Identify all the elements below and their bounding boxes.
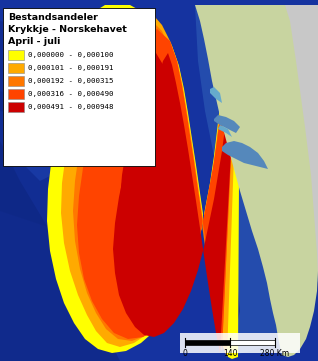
Polygon shape xyxy=(20,146,60,181)
Polygon shape xyxy=(218,125,232,137)
Text: 280 Km: 280 Km xyxy=(260,349,290,358)
Polygon shape xyxy=(113,53,236,353)
Text: 140: 140 xyxy=(223,349,237,358)
Polygon shape xyxy=(120,47,175,299)
Bar xyxy=(8,102,24,112)
Bar xyxy=(3,8,155,166)
Polygon shape xyxy=(222,141,268,169)
Bar xyxy=(8,76,24,86)
Text: 0,000491 - 0,000948: 0,000491 - 0,000948 xyxy=(28,104,114,110)
Bar xyxy=(8,89,24,99)
Text: Bestandsandeler: Bestandsandeler xyxy=(8,13,98,22)
Text: 0,000101 - 0,000191: 0,000101 - 0,000191 xyxy=(28,65,114,71)
Polygon shape xyxy=(214,115,240,133)
Polygon shape xyxy=(47,5,240,359)
Polygon shape xyxy=(195,5,318,356)
Bar xyxy=(8,63,24,73)
Bar xyxy=(8,50,24,60)
Bar xyxy=(180,333,300,353)
Polygon shape xyxy=(10,63,50,96)
Text: 0: 0 xyxy=(183,349,187,358)
Bar xyxy=(185,340,230,345)
Text: 0,000000 - 0,000100: 0,000000 - 0,000100 xyxy=(28,52,114,58)
Polygon shape xyxy=(77,23,237,351)
Polygon shape xyxy=(0,141,120,361)
Polygon shape xyxy=(195,5,318,357)
Polygon shape xyxy=(61,9,239,357)
Polygon shape xyxy=(210,87,222,103)
Polygon shape xyxy=(0,91,80,231)
Text: Krykkje - Norskehavet: Krykkje - Norskehavet xyxy=(8,25,127,34)
Text: 0,000192 - 0,000315: 0,000192 - 0,000315 xyxy=(28,78,114,84)
Polygon shape xyxy=(0,21,70,121)
Text: 0,000316 - 0,000490: 0,000316 - 0,000490 xyxy=(28,91,114,97)
Polygon shape xyxy=(285,5,318,279)
Polygon shape xyxy=(73,15,238,351)
Bar xyxy=(230,340,275,345)
Text: April - juli: April - juli xyxy=(8,37,60,46)
